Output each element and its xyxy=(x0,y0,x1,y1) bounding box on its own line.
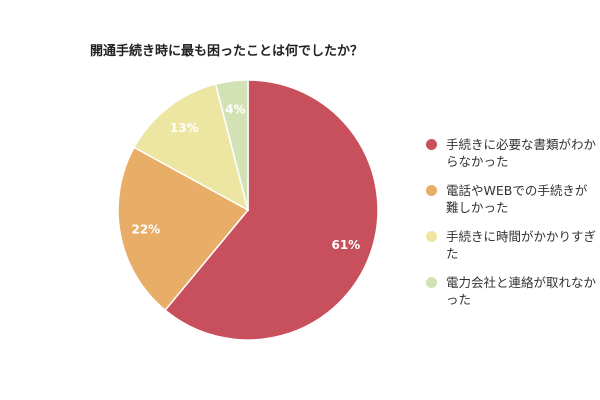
pie-slice-2 xyxy=(117,146,250,312)
slice-label-1: 61% xyxy=(331,238,360,252)
pie-slice-1 xyxy=(164,79,379,341)
legend-swatch xyxy=(426,231,437,242)
legend-label: 電力会社と連絡が取れなかった xyxy=(446,275,597,307)
legend-item-1: 手続きに必要な書類がわからなかった xyxy=(426,136,598,170)
legend-swatch xyxy=(426,139,437,150)
slice-label-3: 13% xyxy=(170,121,199,135)
legend: 手続きに必要な書類がわからなかった 電話やWEBでの手続きが難しかった 手続きに時間… xyxy=(426,136,598,320)
legend-item-2: 電話やWEBでの手続きが難しかった xyxy=(426,182,598,216)
legend-label: 電話やWEBでの手続きが難しかった xyxy=(446,183,588,215)
legend-swatch xyxy=(426,185,437,196)
pie-slice-3 xyxy=(133,83,250,212)
legend-label: 手続きに必要な書類がわからなかった xyxy=(446,137,597,169)
legend-label: 手続きに時間がかかりすぎた xyxy=(446,229,597,261)
legend-item-4: 電力会社と連絡が取れなかった xyxy=(426,274,598,308)
slice-label-4: 4% xyxy=(225,102,245,116)
pie-slice-4 xyxy=(214,79,249,211)
legend-item-3: 手続きに時間がかかりすぎた xyxy=(426,228,598,262)
chart-title: 開通手続き時に最も困ったことは何でしたか？ xyxy=(90,44,364,59)
legend-swatch xyxy=(426,277,437,288)
slice-label-2: 22% xyxy=(131,222,160,236)
